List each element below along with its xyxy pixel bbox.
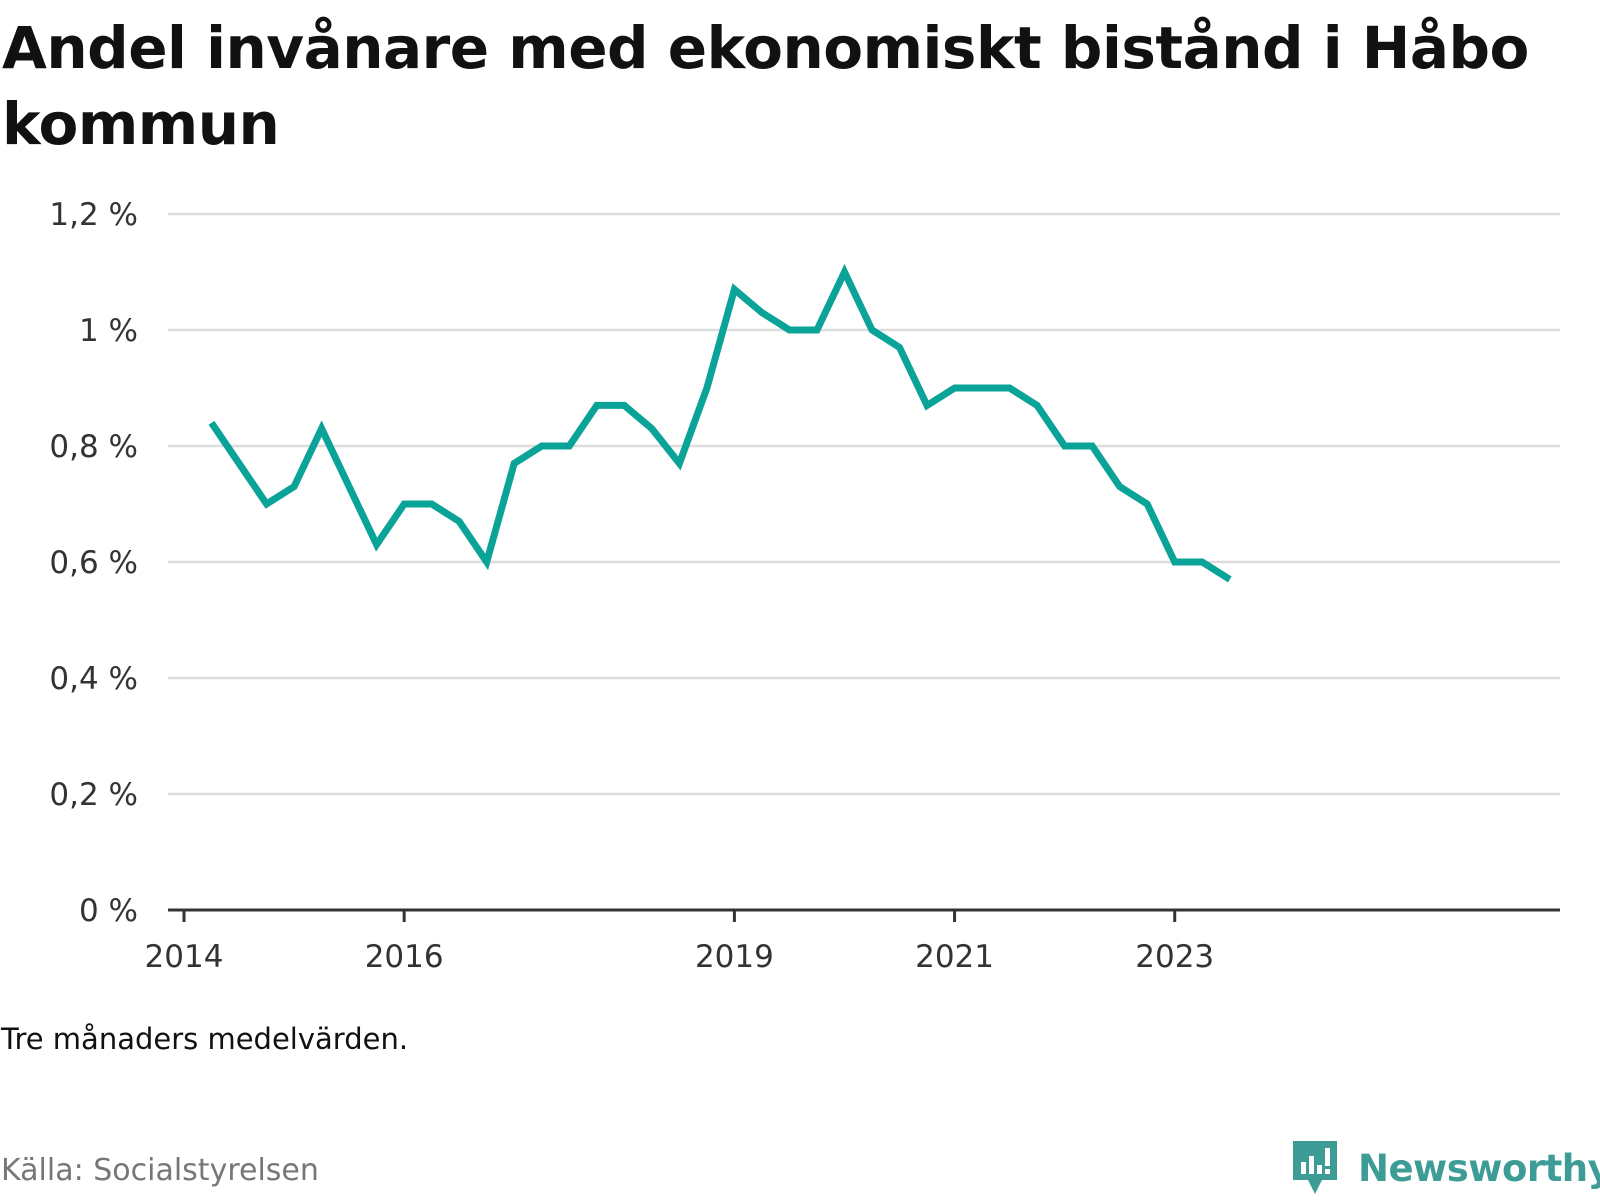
y-axis-ticks: 0 % 0,2 % 0,4 % 0,6 % 0,8 % 1 % 1,2 % [49, 197, 138, 929]
brand-logo[interactable]: Newsworthy [1290, 1138, 1600, 1198]
brand-name: Newsworthy [1358, 1146, 1600, 1190]
x-tick-label: 2021 [915, 939, 994, 975]
x-tick-label: 2019 [695, 939, 774, 975]
x-tick-label: 2014 [145, 939, 224, 975]
y-tick-label: 1,2 % [49, 197, 138, 233]
line-chart: 0 % 0,2 % 0,4 % 0,6 % 0,8 % 1 % 1,2 % 2014 2016… [49, 197, 1560, 975]
series-line [208, 263, 1232, 583]
x-tick-label: 2016 [365, 939, 444, 975]
series-group [208, 263, 1232, 583]
y-tick-label: 0,2 % [49, 777, 138, 813]
y-tick-label: 1 % [79, 313, 138, 349]
gridlines [168, 212, 1560, 796]
y-tick-label: 0,8 % [49, 429, 138, 465]
x-tick-label: 2023 [1135, 939, 1214, 975]
y-tick-label: 0,6 % [49, 545, 138, 581]
y-tick-label: 0,4 % [49, 661, 138, 697]
chart-note: Tre månaders medelvärden. [1, 1022, 409, 1056]
chart-title: Andel invånare med ekonomiskt bistånd i … [2, 14, 1529, 158]
y-tick-label: 0 % [79, 893, 138, 929]
x-axis: 2014 2016 2019 2021 2023 [145, 908, 1560, 975]
newsworthy-logo-icon [1293, 1141, 1337, 1194]
source-label: Källa: Socialstyrelsen [1, 1153, 319, 1188]
